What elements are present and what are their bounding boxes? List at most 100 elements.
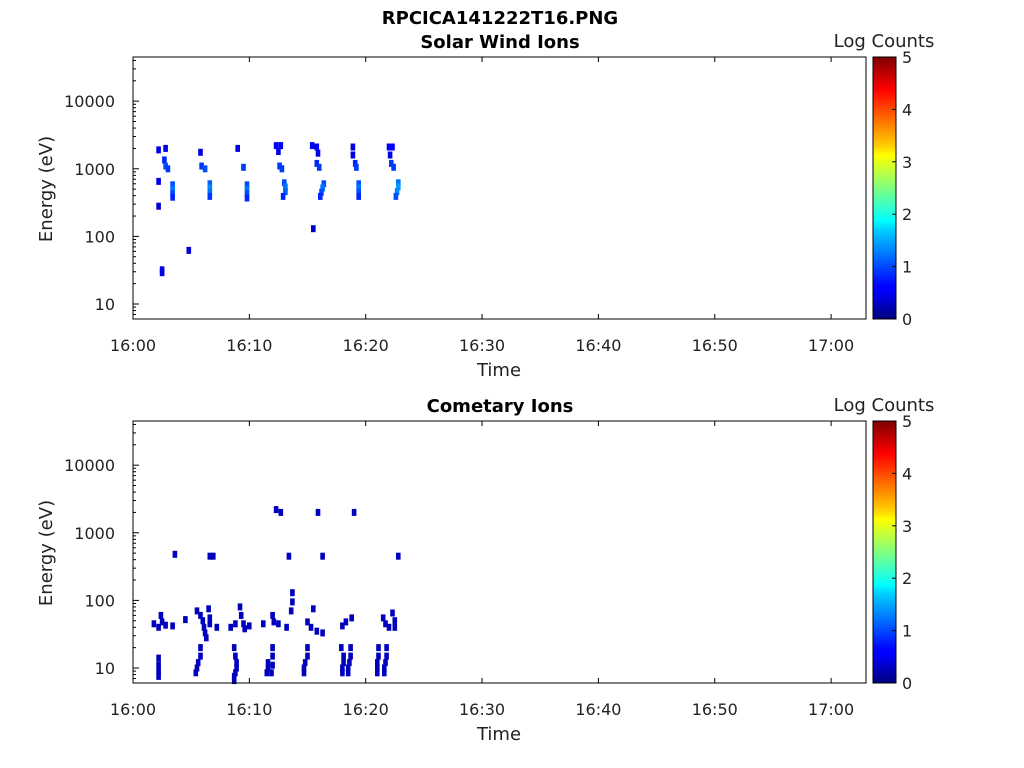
spectrogram-cells	[151, 506, 401, 685]
spectrogram-cell	[231, 672, 237, 680]
spectrogram-cell	[356, 192, 361, 200]
y-tick-label: 10000	[64, 92, 115, 111]
spectrogram-cell	[158, 611, 164, 619]
y-tick-label: 1000	[74, 524, 115, 543]
cometary-ions-panel: Cometary Ions Time Energy (eV) Log Count…	[36, 395, 934, 745]
colorbar-tick-label: 1	[902, 258, 912, 277]
x-tick-label: 16:50	[692, 700, 738, 719]
spectrogram-cell	[183, 616, 188, 624]
x-tick-label: 16:40	[575, 700, 621, 719]
spectrogram-cell	[264, 669, 270, 677]
spectrogram-cell	[261, 620, 266, 628]
spectrogram-cell	[202, 629, 208, 637]
x-axis-label: Time	[476, 724, 521, 745]
x-tick-label: 16:30	[459, 336, 505, 355]
spectrogram-cell	[235, 144, 240, 152]
spectrogram-cell	[283, 188, 288, 196]
spectrogram-cell	[163, 144, 168, 152]
spectrogram-cell	[286, 552, 292, 560]
spectrogram-cell	[237, 603, 243, 611]
spectrogram-cell	[383, 659, 388, 667]
colorbar-tick-label: 2	[902, 569, 912, 588]
spectrogram-cell	[311, 225, 316, 233]
spectrogram-cell	[204, 634, 209, 642]
y-axis-label: Energy (eV)	[36, 500, 57, 606]
spectrogram-cell	[352, 159, 358, 167]
x-tick-label: 16:00	[110, 700, 156, 719]
colorbar-tick-label: 4	[902, 100, 912, 119]
spectrogram-cell	[200, 617, 206, 625]
panel-title: Solar Wind Ions	[420, 32, 579, 53]
spectrogram-cell	[383, 620, 388, 628]
spectrogram-cell	[340, 622, 345, 630]
spectrogram-cell	[170, 185, 175, 193]
x-tick-label: 17:00	[808, 336, 854, 355]
y-axis: 10 100 1000 10000	[64, 59, 139, 320]
spectrogram-cell	[207, 620, 213, 628]
colorbar	[872, 420, 897, 684]
spectrogram-cells	[156, 142, 401, 277]
x-tick-label: 16:40	[575, 336, 621, 355]
y-tick-label: 100	[84, 227, 115, 246]
spectrogram-cell	[339, 644, 344, 652]
spectrogram-cell	[305, 644, 310, 652]
spectrogram-cell	[356, 184, 361, 192]
spectrogram-cell	[151, 620, 157, 628]
colorbar-label: Log Counts	[834, 395, 935, 416]
spectrogram-cell	[201, 623, 207, 631]
spectrogram-cell	[348, 644, 353, 652]
spectrogram-cell	[348, 652, 353, 660]
spectrogram-cell	[172, 550, 178, 558]
colorbar-tick-label: 1	[902, 622, 912, 641]
spectrogram-cell	[270, 652, 275, 660]
spectrogram-cell	[163, 621, 168, 629]
spectrogram-cell	[320, 629, 325, 637]
spectrogram-cell	[269, 669, 274, 677]
spectrogram-cell	[314, 627, 320, 635]
spectrogram-cell	[389, 159, 394, 167]
spectrogram-cell	[341, 659, 346, 667]
colorbar-axis: 0 1 2 3 4 5	[892, 48, 912, 329]
spectrogram-cell	[273, 142, 279, 150]
spectrogram-cell	[309, 142, 315, 150]
spectrogram-cell	[156, 177, 161, 185]
spectrogram-cell	[356, 188, 361, 196]
spectrogram-cell	[316, 163, 322, 171]
spectrogram-cell	[387, 151, 393, 159]
spectrogram-cell	[270, 611, 275, 619]
spectrogram-cell	[384, 652, 389, 660]
spectrogram-cell	[340, 669, 345, 677]
spectrogram-cell	[231, 644, 237, 652]
spectrogram-cell	[234, 664, 239, 672]
spectrogram-cell	[276, 620, 281, 628]
spectrogram-cell	[390, 609, 395, 617]
spectrogram-cell	[350, 151, 356, 159]
spectrogram-cell	[271, 618, 277, 626]
spectrogram-cell	[244, 190, 250, 198]
spectrogram-cell	[233, 620, 238, 628]
spectrogram-cell	[290, 598, 295, 606]
spectrogram-cell	[382, 669, 387, 677]
spectrogram-cell	[375, 664, 380, 672]
x-tick-label: 16:20	[343, 336, 389, 355]
spectrogram-cell	[156, 623, 161, 631]
colorbar-tick-label: 3	[902, 153, 912, 172]
spectrogram-cell	[207, 188, 213, 196]
x-tick-label: 16:30	[459, 700, 505, 719]
spectrogram-cell	[186, 246, 192, 254]
spectrogram-cell	[194, 607, 200, 615]
spectrogram-cell	[195, 659, 201, 667]
spectrogram-cell	[170, 181, 175, 189]
spectrogram-cell	[265, 659, 271, 667]
y-tick-label: 10	[95, 659, 115, 678]
plot-frame	[132, 56, 867, 320]
colorbar	[872, 56, 897, 320]
spectrogram-cell	[194, 664, 200, 672]
spectrogram-cell	[211, 552, 216, 560]
spectrogram-cell	[207, 192, 213, 200]
colorbar-tick-label: 3	[902, 517, 912, 536]
spectrogram-cell	[206, 605, 211, 613]
spectrogram-cell	[207, 552, 213, 560]
x-tick-label: 17:00	[808, 700, 854, 719]
spectrogram-cell	[340, 664, 345, 672]
